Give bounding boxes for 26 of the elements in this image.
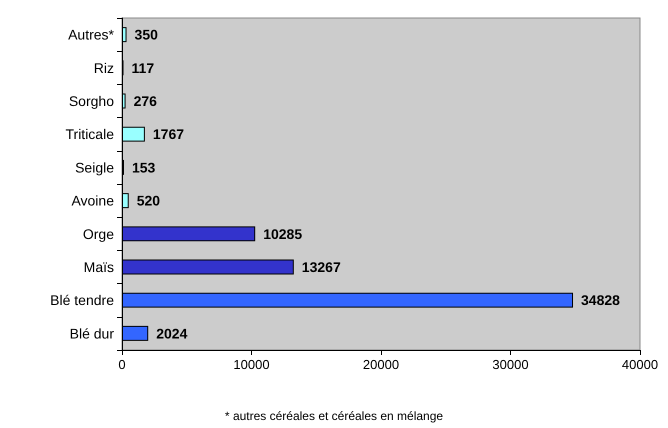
data-label: 520 [136, 192, 160, 209]
y-tick-label: Riz [94, 60, 114, 76]
data-label: 34828 [581, 292, 620, 308]
y-tick-label: Blé dur [70, 325, 114, 342]
x-tick-label: 40000 [622, 357, 658, 372]
y-tick-label: Triticale [66, 126, 114, 142]
data-label: 117 [132, 60, 154, 76]
data-label: 350 [134, 26, 158, 43]
x-tick-label: 20000 [362, 357, 400, 372]
y-tick-label: Seigle [75, 159, 114, 176]
x-tick-label: 10000 [233, 357, 270, 372]
y-tick-label: Sorgho [68, 93, 114, 109]
data-label: 1767 [152, 126, 184, 142]
y-tick-label: Blé tendre [50, 292, 114, 308]
y-tick-label: Autres* [68, 26, 115, 43]
data-label: 276 [134, 93, 158, 109]
x-tick-label: 30000 [492, 357, 529, 372]
y-tick-label: Avoine [71, 192, 114, 209]
data-label: 153 [132, 159, 156, 176]
y-tick-label: Orge [82, 226, 114, 242]
data-label: 10285 [263, 226, 302, 242]
data-label: 13267 [302, 259, 341, 275]
y-tick-label: Maïs [84, 259, 114, 275]
data-label: 2024 [156, 325, 188, 342]
text: * autres céréales et céréales en mélange [224, 409, 444, 423]
x-tick-label: 0 [118, 357, 126, 372]
